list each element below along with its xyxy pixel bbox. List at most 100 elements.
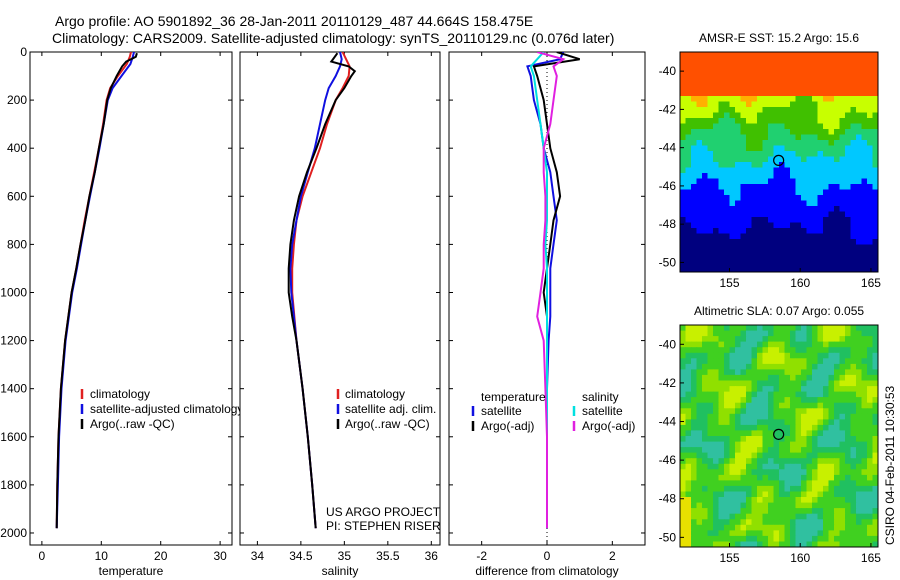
heatmap-cell: [823, 380, 830, 387]
heatmap-cell: [834, 195, 841, 202]
heatmap-cell: [707, 107, 714, 114]
heatmap-cell: [779, 369, 786, 376]
heatmap-cell: [729, 217, 736, 224]
heatmap-cell: [768, 85, 775, 92]
heatmap-cell: [751, 74, 758, 81]
heatmap-cell: [740, 419, 747, 426]
heatmap-cell: [779, 485, 786, 492]
heatmap-cell: [828, 430, 835, 437]
heatmap-cell: [768, 513, 775, 520]
heatmap-cell: [867, 178, 874, 185]
heatmap-cell: [867, 524, 874, 531]
heatmap-cell: [757, 374, 764, 381]
heatmap-cell: [806, 140, 813, 147]
difference-legend-header-salinity: salinity: [582, 390, 619, 404]
heatmap-cell: [729, 386, 736, 393]
heatmap-cell: [713, 485, 720, 492]
heatmap-cell: [746, 57, 753, 64]
heatmap-cell: [823, 200, 830, 207]
heatmap-cell: [856, 195, 863, 202]
heatmap-cell: [867, 189, 874, 196]
heatmap-cell: [702, 419, 709, 426]
heatmap-cell: [735, 513, 742, 520]
salinity-legend-label: climatology: [345, 387, 405, 401]
heatmap-cell: [718, 63, 725, 70]
heatmap-cell: [806, 195, 813, 202]
heatmap-cell: [784, 358, 791, 365]
heatmap-cell: [751, 118, 758, 125]
heatmap-cell: [845, 52, 852, 59]
heatmap-cell: [872, 178, 878, 185]
heatmap-cell: [790, 436, 797, 443]
heatmap-cell: [718, 430, 725, 437]
heatmap-cell: [773, 441, 780, 448]
heatmap-cell: [680, 261, 687, 268]
heatmap-cell: [845, 123, 852, 130]
heatmap-cell: [784, 266, 791, 272]
heatmap-cell: [740, 134, 747, 141]
heatmap-cell: [713, 419, 720, 426]
heatmap-cell: [746, 195, 753, 202]
heatmap-cell: [828, 463, 835, 470]
heatmap-cell: [812, 162, 819, 169]
heatmap-cell: [867, 101, 874, 108]
heatmap-cell: [861, 222, 868, 229]
heatmap-cell: [696, 436, 703, 443]
temperature-legend-label: Argo(..raw -QC): [90, 417, 175, 431]
heatmap-cell: [872, 195, 878, 202]
heatmap-cell: [685, 96, 692, 103]
heatmap-cell: [834, 363, 841, 370]
heatmap-cell: [817, 57, 824, 64]
heatmap-cell: [861, 386, 868, 393]
heatmap-cell: [828, 63, 835, 70]
heatmap-cell: [751, 244, 758, 251]
heatmap-cell: [872, 123, 878, 130]
heatmap-cell: [685, 530, 692, 537]
heatmap-cell: [817, 491, 824, 498]
heatmap-cell: [713, 63, 720, 70]
heatmap-cell: [773, 200, 780, 207]
heatmap-cell: [817, 513, 824, 520]
heatmap-cell: [762, 436, 769, 443]
heatmap-cell: [779, 222, 786, 229]
heatmap-cell: [839, 474, 846, 481]
heatmap-cell: [696, 107, 703, 114]
temperature-axes-box: [29, 51, 233, 546]
heatmap-cell: [685, 535, 692, 542]
heatmap-cell: [773, 485, 780, 492]
heatmap-cell: [713, 530, 720, 537]
heatmap-cell: [850, 184, 857, 191]
heatmap-cell: [834, 151, 841, 158]
heatmap-cell: [718, 184, 725, 191]
heatmap-cell: [685, 413, 692, 420]
heatmap-cell: [823, 502, 830, 509]
heatmap-cell: [757, 397, 764, 404]
heatmap-cell: [801, 244, 808, 251]
heatmap-cell: [779, 68, 786, 75]
depth-tick-label: 1400: [0, 382, 27, 396]
heatmap-cell: [817, 217, 824, 224]
heatmap-cell: [801, 363, 808, 370]
heatmap-cell: [713, 474, 720, 481]
heatmap-cell: [718, 244, 725, 251]
heatmap-cell: [850, 458, 857, 465]
figure-title-line1: Argo profile: AO 5901892_36 28-Jan-2011 …: [55, 13, 534, 29]
heatmap-cell: [746, 391, 753, 398]
heatmap-cell: [768, 228, 775, 235]
heatmap-cell: [718, 491, 725, 498]
heatmap-cell: [834, 397, 841, 404]
heatmap-cell: [740, 391, 747, 398]
heatmap-cell: [845, 101, 852, 108]
heatmap-cell: [713, 452, 720, 459]
sst-lat-label: -50: [659, 255, 677, 269]
heatmap-cell: [795, 519, 802, 526]
heatmap-cell: [850, 519, 857, 526]
heatmap-cell: [867, 502, 874, 509]
heatmap-cell: [784, 502, 791, 509]
heatmap-cell: [768, 391, 775, 398]
heatmap-cell: [812, 112, 819, 119]
heatmap-cell: [773, 217, 780, 224]
heatmap-cell: [861, 63, 868, 70]
heatmap-cell: [861, 250, 868, 257]
